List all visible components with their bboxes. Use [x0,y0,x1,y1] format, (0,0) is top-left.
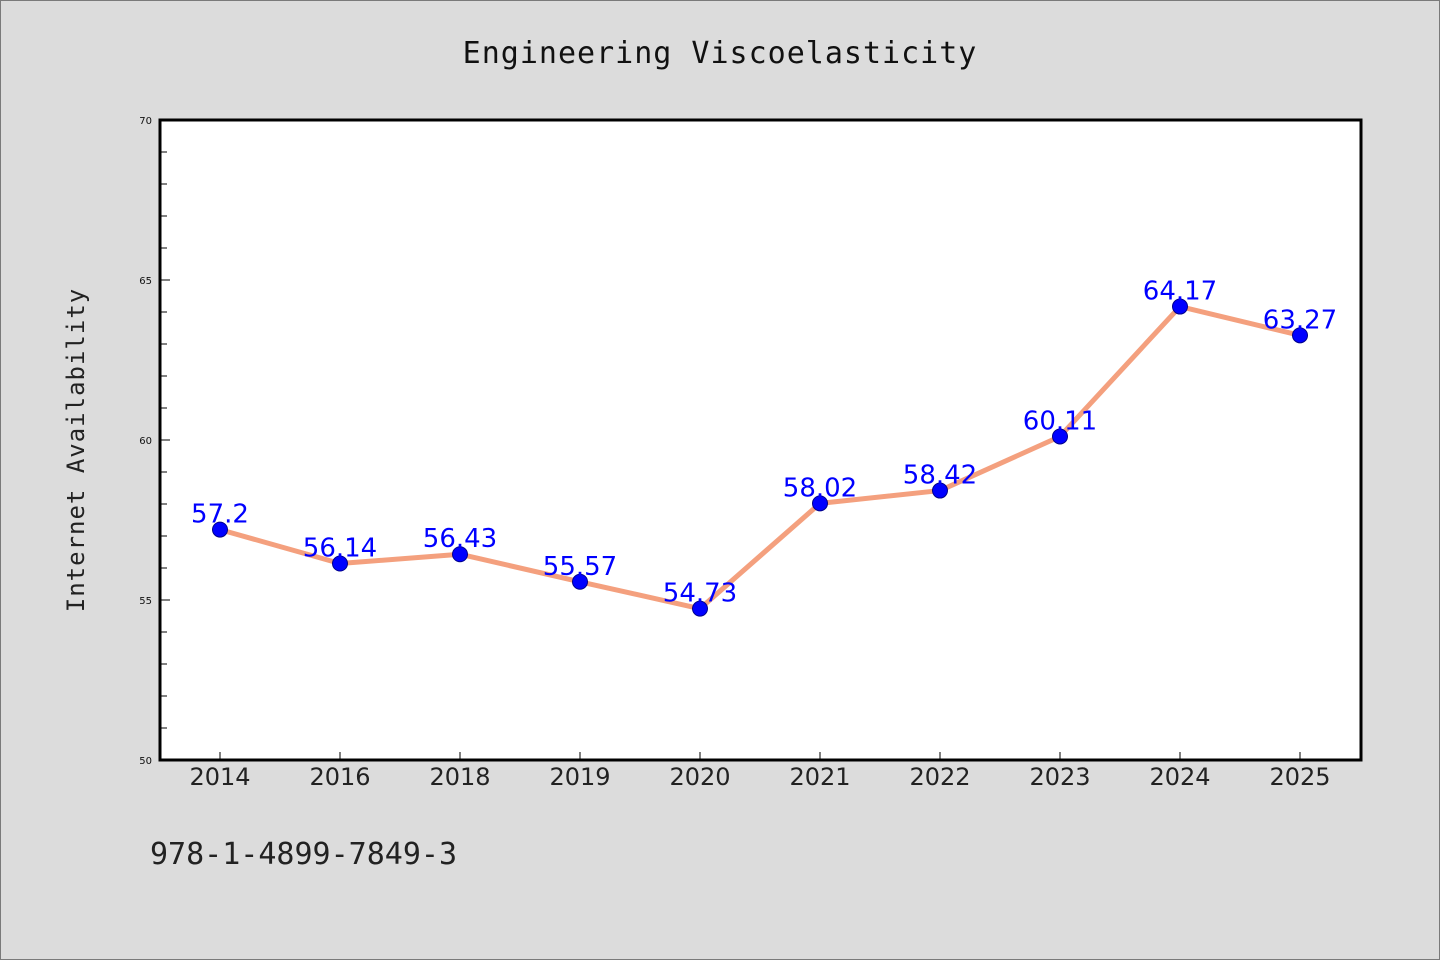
data-point [452,546,468,563]
chart-title: Engineering Viscoelasticity [463,36,978,71]
data-point [932,482,948,499]
data-label: 56.14 [303,534,377,564]
x-tick-label: 2021 [789,763,850,791]
x-tick-label: 2023 [1029,763,1090,791]
x-tick-label: 2019 [549,763,610,791]
data-point [572,573,588,590]
data-label: 56.43 [423,524,497,554]
data-label: 54.73 [663,579,737,609]
data-point [812,495,828,512]
data-label: 58.02 [783,473,857,503]
y-tick-label: 65 [139,276,152,287]
x-tick-label: 2025 [1269,763,1330,791]
x-tick-label: 2022 [909,763,970,791]
y-tick-label: 60 [139,436,152,447]
series-group: 57.2 56.14 56.43 55.57 54.73 58.02 58.42 60.11 6… [191,277,1337,617]
data-point [1172,298,1188,315]
x-tick-label: 2020 [669,763,730,791]
x-tick-label: 2018 [429,763,490,791]
data-label: 55.57 [543,552,617,582]
data-label: 63.27 [1263,305,1337,335]
data-label: 58.42 [903,461,977,491]
data-point [692,600,708,617]
plot-area [158,118,1363,762]
y-tick-label: 70 [139,116,152,127]
data-label: 60.11 [1023,406,1097,436]
y-axis: 50 55 60 65 70 [139,116,170,767]
data-point [1052,428,1068,445]
series-line [217,304,1303,612]
data-point [332,555,348,572]
footnote-text: 978-1-4899-7849-3 [150,837,457,872]
data-label: 64.17 [1143,277,1217,307]
x-tick-label: 2024 [1149,763,1210,791]
x-tick-label: 2016 [309,763,370,791]
data-label: 57.2 [191,500,249,530]
x-axis: 2014 2016 2018 2019 2020 2021 2022 2023 2024 2025 [189,752,1331,791]
y-axis-label: Internet Availability [62,288,90,612]
data-point [212,521,228,538]
data-point [1292,327,1308,344]
x-tick-label: 2014 [189,763,250,791]
y-tick-label: 55 [139,596,152,607]
y-tick-label: 50 [139,756,152,767]
